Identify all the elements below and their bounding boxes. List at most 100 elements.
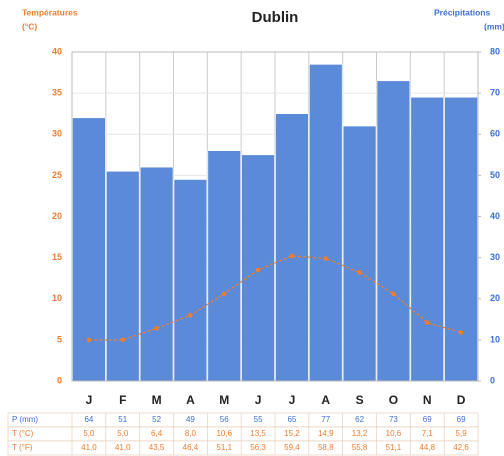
table-cell: 42,6 — [453, 443, 469, 452]
bar — [275, 113, 309, 382]
line-marker — [424, 320, 430, 325]
line-marker — [458, 330, 464, 335]
y-tick-label: 15 — [52, 252, 62, 262]
table-cell: 10,6 — [216, 429, 232, 438]
line-marker — [255, 267, 261, 273]
x-tick-label: S — [356, 393, 364, 407]
y2-tick-label: 50 — [490, 170, 500, 180]
table-row — [7, 426, 479, 442]
y-tick-label: 5 — [57, 334, 62, 344]
table-cell: 51 — [118, 415, 127, 424]
line-marker — [86, 337, 92, 343]
table-cell: 58,8 — [318, 443, 334, 452]
x-tick-label: F — [119, 393, 126, 407]
y2-tick-label: 40 — [490, 211, 500, 221]
table-cell: 43,5 — [149, 443, 165, 452]
bar — [376, 80, 411, 382]
table-cell: 69 — [423, 415, 432, 424]
table-cell: 13,2 — [352, 429, 368, 438]
table-cell: 64 — [84, 415, 93, 424]
line-marker — [323, 256, 329, 261]
line-marker — [188, 312, 193, 318]
table-cell: 59,4 — [284, 443, 300, 452]
table-cell: 77 — [321, 415, 330, 424]
plot-frame — [71, 51, 479, 382]
table-cell: 56,3 — [250, 443, 266, 452]
chart-title: Dublin — [252, 9, 299, 26]
bar — [106, 170, 140, 382]
table-row — [7, 440, 479, 456]
y-tick-label: 30 — [52, 129, 62, 139]
x-tick-label: N — [423, 393, 432, 407]
y2-axis-label: Précipitations — [434, 7, 490, 17]
line-marker — [120, 337, 126, 343]
y2-tick-label: 70 — [490, 88, 500, 98]
bar — [173, 179, 208, 382]
x-tick-label: D — [457, 393, 466, 407]
bar — [342, 125, 377, 382]
y2-tick-label: 60 — [490, 129, 500, 139]
bar — [72, 117, 106, 382]
y-axis-label: (°C) — [22, 21, 37, 31]
y2-tick-label: 0 — [490, 375, 495, 385]
table-cell: 44,8 — [419, 443, 435, 452]
table-cell: 65 — [287, 415, 296, 424]
x-tick-label: O — [389, 393, 398, 407]
table-cell: 51,1 — [386, 443, 402, 452]
table-cell: 13,5 — [250, 429, 266, 438]
table-cell: 56 — [220, 415, 229, 424]
table-row — [7, 412, 479, 428]
temperature-line — [88, 255, 462, 341]
table-cell: 5,9 — [456, 429, 468, 438]
table-cell: 69 — [457, 415, 466, 424]
line-marker — [391, 291, 396, 297]
table-cell: 41,0 — [81, 443, 97, 452]
line-marker — [357, 270, 362, 275]
table-cell: 73 — [389, 415, 398, 424]
y2-tick-label: 30 — [490, 252, 500, 262]
bar — [139, 166, 174, 382]
y2-tick-label: 80 — [490, 46, 500, 56]
x-tick-label: J — [255, 393, 262, 407]
table-cell: 15,2 — [284, 429, 300, 438]
table-cell: 14,9 — [318, 429, 334, 438]
x-tick-label: A — [321, 393, 330, 407]
table-row-label: T (°F) — [12, 443, 33, 452]
table-cell: 51,1 — [216, 443, 232, 452]
table-cell: 49 — [186, 415, 195, 424]
table-cell: 52 — [152, 415, 161, 424]
table-cell: 6,4 — [151, 429, 163, 438]
table-cell: 62 — [355, 415, 364, 424]
y-axis-label: Températures — [22, 7, 78, 17]
bar — [410, 96, 444, 382]
y-tick-label: 0 — [57, 375, 62, 385]
y-tick-label: 40 — [52, 46, 62, 56]
x-tick-label: J — [289, 393, 296, 407]
x-tick-label: A — [186, 393, 195, 407]
y2-axis-label: (mm) — [484, 21, 504, 31]
bar — [207, 150, 241, 382]
bar — [309, 64, 343, 382]
x-tick-label: M — [152, 393, 162, 407]
y-tick-label: 10 — [52, 293, 62, 303]
table-cell: 10,6 — [386, 429, 402, 438]
table-cell: 8,0 — [185, 429, 197, 438]
table-cell: 5,0 — [117, 429, 129, 438]
x-tick-label: M — [219, 393, 229, 407]
x-tick-label: J — [86, 393, 93, 407]
table-cell: 7,1 — [422, 429, 434, 438]
table-cell: 55 — [254, 415, 263, 424]
y-tick-label: 20 — [52, 211, 62, 221]
y2-tick-label: 20 — [490, 293, 500, 303]
table-cell: 55,8 — [352, 443, 368, 452]
table-cell: 41,0 — [115, 443, 131, 452]
y-tick-label: 25 — [52, 170, 62, 180]
table-row-label: P (mm) — [12, 415, 38, 424]
line-marker — [154, 326, 159, 331]
table-row-label: T (°C) — [12, 429, 34, 438]
y-tick-label: 35 — [52, 88, 62, 98]
table-cell: 5,0 — [83, 429, 95, 438]
bar — [444, 96, 478, 382]
y2-tick-label: 10 — [490, 334, 500, 344]
